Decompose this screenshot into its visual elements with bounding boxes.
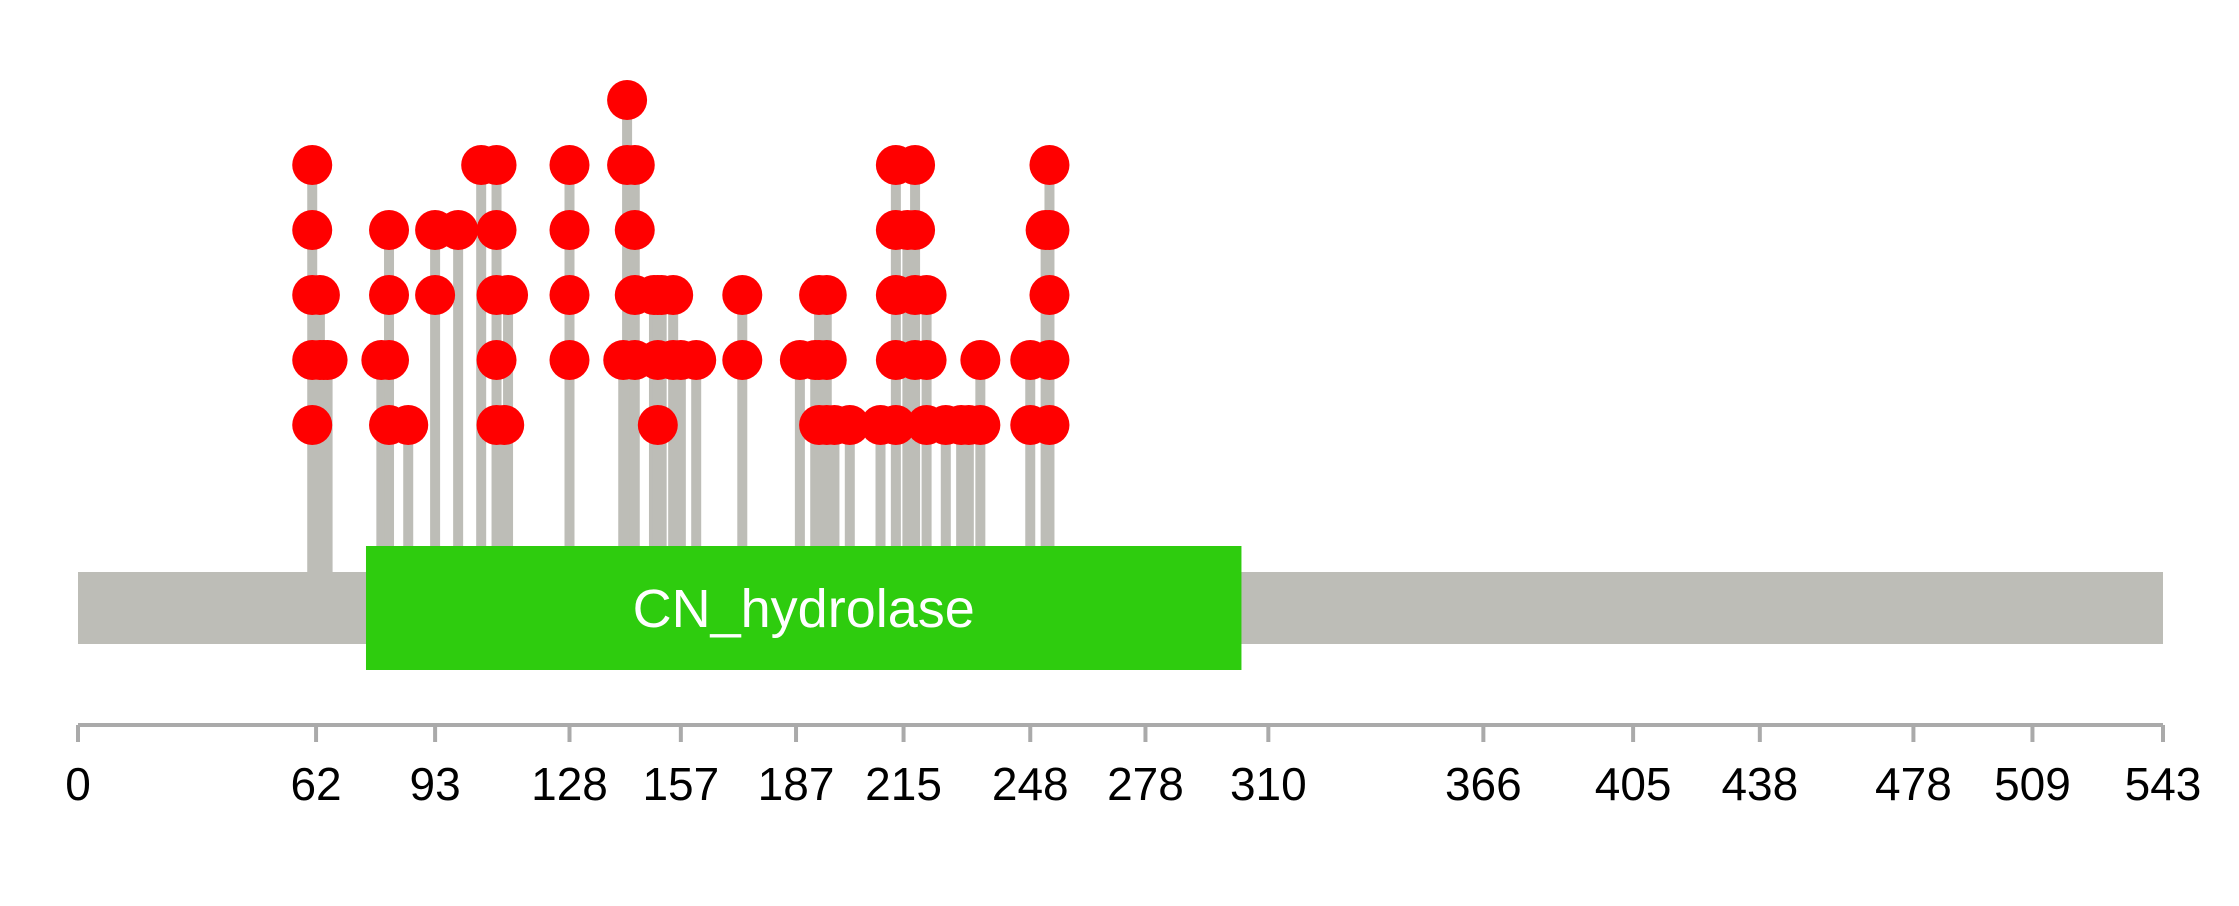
tick-label: 187	[758, 758, 835, 810]
mutation-stem	[902, 230, 913, 572]
mutation-stem	[453, 230, 464, 572]
mutation-stem	[691, 360, 702, 572]
mutation-marker[interactable]	[292, 145, 333, 185]
mutation-stem	[956, 425, 967, 572]
mutation-marker[interactable]	[906, 275, 947, 315]
mutation-stem	[829, 425, 840, 572]
mutation-marker[interactable]	[1029, 340, 1070, 380]
mutation-marker[interactable]	[829, 405, 870, 445]
mutation-stem	[322, 360, 333, 572]
domain-label: CN_hydrolase	[633, 579, 975, 639]
mutation-marker[interactable]	[607, 80, 648, 120]
mutation-marker[interactable]	[292, 405, 333, 445]
tick-label: 128	[531, 758, 608, 810]
tick-label: 0	[65, 758, 91, 810]
mutation-marker[interactable]	[484, 405, 525, 445]
mutation-marker[interactable]	[369, 210, 410, 250]
mutation-marker[interactable]	[292, 210, 333, 250]
mutation-marker[interactable]	[476, 210, 517, 250]
mutation-stem	[1025, 360, 1036, 572]
mutation-stem	[622, 100, 633, 572]
mutation-stem	[844, 425, 855, 572]
mutation-marker[interactable]	[549, 275, 590, 315]
mutation-stem	[975, 360, 986, 572]
tick-label: 478	[1875, 758, 1952, 810]
mutation-marker[interactable]	[307, 340, 348, 380]
mutation-marker[interactable]	[299, 275, 340, 315]
mutation-marker[interactable]	[895, 145, 936, 185]
mutation-marker[interactable]	[549, 340, 590, 380]
mutation-marker[interactable]	[676, 340, 717, 380]
position-axis: 0 62 93 128 157 187 215 248 278 310 366 405 438 478 50…	[65, 723, 2202, 810]
mutation-marker[interactable]	[637, 405, 678, 445]
mutation-marker[interactable]	[895, 210, 936, 250]
mutation-marker[interactable]	[1029, 405, 1070, 445]
tick-label: 405	[1595, 758, 1672, 810]
domain-box	[365, 546, 1242, 670]
tick-label: 62	[290, 758, 341, 810]
tick-label: 543	[2125, 758, 2202, 810]
mutation-stem	[794, 360, 805, 572]
mutation-marker[interactable]	[369, 340, 410, 380]
mutation-marker[interactable]	[614, 145, 655, 185]
mutation-marker[interactable]	[388, 405, 429, 445]
mutation-marker[interactable]	[476, 145, 517, 185]
tick-label: 310	[1230, 758, 1307, 810]
mutation-stem	[376, 360, 387, 572]
mutation-marker[interactable]	[549, 145, 590, 185]
tick-label: 438	[1721, 758, 1798, 810]
mutation-marker[interactable]	[1029, 145, 1070, 185]
mutation-stem	[940, 425, 951, 572]
mutation-marker[interactable]	[960, 340, 1001, 380]
mutation-marker[interactable]	[614, 210, 655, 250]
mutation-marker[interactable]	[415, 275, 456, 315]
tick-label: 248	[992, 758, 1069, 810]
tick-label: 278	[1107, 758, 1184, 810]
domain-track: CN_hydrolase	[365, 546, 1242, 670]
tick-label: 215	[865, 758, 942, 810]
mutation-marker[interactable]	[488, 275, 529, 315]
mutation-marker[interactable]	[1029, 275, 1070, 315]
mutation-marker[interactable]	[369, 275, 410, 315]
mutation-stem	[430, 230, 441, 572]
mutation-marker[interactable]	[806, 275, 847, 315]
mutation-marker[interactable]	[438, 210, 479, 250]
mutation-stems	[307, 100, 1055, 572]
mutation-stem	[403, 425, 414, 572]
mutation-stem	[384, 230, 395, 572]
tick-label: 509	[1994, 758, 2071, 810]
tick-label: 157	[642, 758, 719, 810]
mutation-marker[interactable]	[476, 340, 517, 380]
mutation-marker[interactable]	[549, 210, 590, 250]
mutation-marker[interactable]	[1029, 210, 1070, 250]
mutation-stem	[737, 295, 748, 572]
mutation-marker[interactable]	[906, 340, 947, 380]
mutation-marker[interactable]	[653, 275, 694, 315]
mutation-stem	[875, 425, 886, 572]
mutation-marker[interactable]	[722, 275, 763, 315]
tick-label: 93	[410, 758, 461, 810]
mutation-markers	[292, 80, 1070, 445]
tick-label: 366	[1445, 758, 1522, 810]
mutation-marker[interactable]	[875, 405, 916, 445]
mutation-stem	[675, 360, 686, 572]
mutation-marker[interactable]	[722, 340, 763, 380]
mutation-stem	[963, 425, 974, 572]
mutation-marker[interactable]	[806, 340, 847, 380]
mutation-marker[interactable]	[960, 405, 1001, 445]
